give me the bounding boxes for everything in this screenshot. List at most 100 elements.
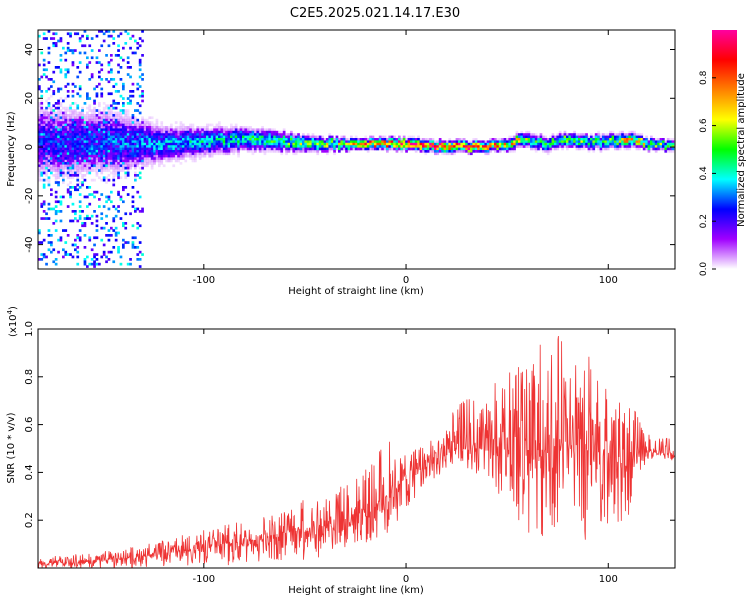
heatmap-cell <box>570 140 574 144</box>
heatmap-cell <box>38 176 41 180</box>
heatmap-cell <box>184 150 188 153</box>
heatmap-cell <box>62 142 65 146</box>
heatmap-cell <box>129 116 132 120</box>
heatmap-cell <box>45 106 48 110</box>
heatmap-cell <box>172 145 176 148</box>
heatmap-cell <box>155 147 159 151</box>
heatmap-cell <box>76 116 80 120</box>
heatmap-cell <box>160 133 164 136</box>
heatmap-cell <box>76 236 80 240</box>
heatmap-cell <box>124 123 128 127</box>
heatmap-cell <box>76 171 80 175</box>
heatmap-cell <box>256 145 260 148</box>
heatmap-cell <box>119 126 123 129</box>
heatmap-cell <box>570 138 574 141</box>
heatmap-cell <box>621 145 624 148</box>
heatmap-cell <box>316 142 320 146</box>
heatmap-cell <box>112 219 116 223</box>
heatmap-cell <box>98 138 101 141</box>
heatmap-cell <box>285 135 288 139</box>
heatmap-cell <box>616 145 620 148</box>
heatmap-cell <box>604 140 608 144</box>
heatmap-cell <box>88 44 92 48</box>
heatmap-cell <box>42 109 46 112</box>
heatmap-cell <box>54 128 58 132</box>
heatmap-cell <box>117 171 120 175</box>
heatmap-cell <box>107 234 111 237</box>
heatmap-cell <box>98 49 101 52</box>
heatmap-cell <box>98 128 101 132</box>
heatmap-cell <box>174 135 178 139</box>
heatmap-cell <box>285 140 288 144</box>
heatmap-cell <box>138 104 142 108</box>
heatmap-cell <box>431 142 435 146</box>
heatmap-cell <box>621 142 624 146</box>
heatmap-cell <box>371 147 375 151</box>
heatmap-cell <box>40 147 44 151</box>
heatmap-cell <box>138 123 142 127</box>
heatmap-cell <box>234 145 238 148</box>
heatmap-cell <box>251 142 255 146</box>
heatmap-cell <box>112 114 116 117</box>
heatmap-cell <box>62 195 65 199</box>
heatmap-cell <box>112 99 116 103</box>
heatmap-cell <box>350 142 353 146</box>
heatmap-cell <box>292 150 296 153</box>
heatmap-cell <box>122 222 125 225</box>
heatmap-cell <box>189 150 192 153</box>
heatmap-cell <box>386 147 389 151</box>
heatmap-cell <box>371 135 375 139</box>
heatmap-cell <box>110 140 113 144</box>
heatmap-cell <box>551 147 555 151</box>
heatmap-cell <box>98 205 101 208</box>
heatmap-cell <box>146 145 149 148</box>
heatmap-cell <box>86 169 89 172</box>
heatmap-cell <box>580 147 584 151</box>
heatmap-cell <box>311 147 315 151</box>
heatmap-cell <box>57 181 60 184</box>
heatmap-cell <box>155 154 159 158</box>
heatmap-cell <box>117 63 120 67</box>
heatmap-cell <box>107 104 111 108</box>
heatmap-cell <box>42 200 46 204</box>
heatmap-cell <box>146 142 149 146</box>
heatmap-cell <box>628 130 632 134</box>
heatmap-cell <box>479 140 483 144</box>
heatmap-cell <box>654 145 658 148</box>
heatmap-cell <box>189 140 192 144</box>
heatmap-cell <box>390 142 394 146</box>
heatmap-cell <box>98 145 101 148</box>
heatmap-cell <box>498 138 502 141</box>
heatmap-cell <box>174 130 178 134</box>
heatmap-cell <box>124 171 128 175</box>
heatmap-cell <box>71 61 75 64</box>
heatmap-cell <box>117 152 120 156</box>
heatmap-cell <box>138 250 142 254</box>
heatmap-cell <box>138 195 142 199</box>
heatmap-cell <box>220 152 224 156</box>
heatmap-cell <box>98 75 101 79</box>
heatmap-cell <box>604 147 608 151</box>
heatmap-cell <box>122 121 125 124</box>
heatmap-cell <box>302 145 305 148</box>
heatmap-cell <box>131 114 135 117</box>
heatmap-cell <box>148 128 152 132</box>
heatmap-cell <box>122 238 125 242</box>
heatmap-cell <box>64 123 68 127</box>
heatmap-cell <box>270 147 274 151</box>
heatmap-cell <box>131 145 135 148</box>
heatmap-cell <box>112 140 116 144</box>
heatmap-cell <box>52 154 56 158</box>
heatmap-cell <box>47 147 51 151</box>
heatmap-cell <box>59 138 63 141</box>
heatmap-cell <box>95 133 99 136</box>
heatmap-cell <box>50 140 53 144</box>
heatmap-cell <box>131 162 135 165</box>
heatmap-cell <box>498 150 502 153</box>
heatmap-cell <box>126 138 130 141</box>
heatmap-cell <box>119 118 123 122</box>
heatmap-cell <box>537 135 540 139</box>
heatmap-cell <box>117 44 120 48</box>
heatmap-cell <box>42 157 46 160</box>
heatmap-cell <box>297 142 300 146</box>
